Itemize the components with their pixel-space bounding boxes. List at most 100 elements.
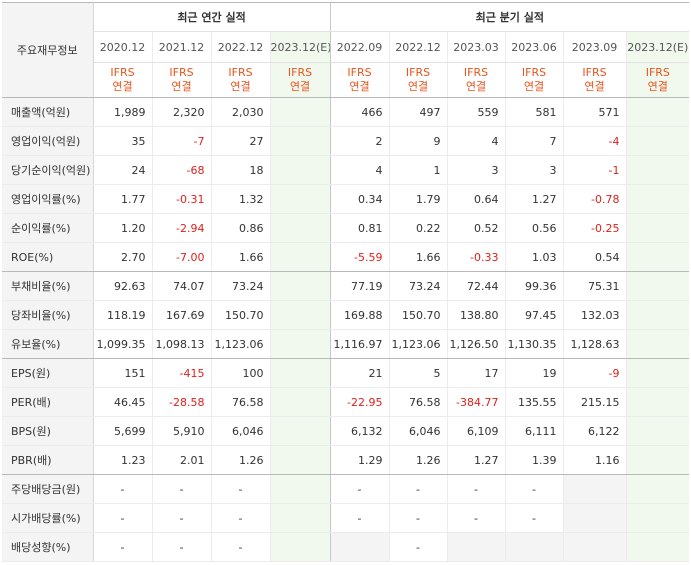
table-row: 부채비율(%) 92.63 74.07 73.24 77.19 73.24 72.44 99.… — [2, 271, 690, 301]
accounting-basis-cell: IFRS 연결 — [625, 62, 690, 98]
table-cell: 6,111 — [504, 416, 564, 446]
table-cell: - — [388, 503, 448, 533]
table-cell: 138.80 — [446, 300, 506, 330]
period-header: 2020.12 — [93, 31, 152, 63]
table-cell: -2.94 — [151, 213, 211, 243]
table-cell — [269, 416, 331, 446]
table-cell: 99.36 — [504, 271, 564, 301]
table-cell — [625, 184, 690, 214]
period-header-estimate: 2023.12(E) — [269, 31, 331, 63]
table-cell — [269, 358, 331, 388]
table-cell — [269, 503, 331, 533]
table-cell: 2 — [329, 126, 390, 156]
table-row: 당좌비율(%) 118.19 167.69 150.70 169.88 150.70 138… — [2, 300, 690, 330]
table-cell: 1.26 — [388, 445, 448, 475]
table-cell — [562, 503, 627, 533]
table-cell: 27 — [210, 126, 270, 156]
table-cell: 1.39 — [504, 445, 564, 475]
table-cell: 18 — [210, 155, 270, 185]
period-header: 2023.06 — [504, 31, 564, 63]
table-cell: 0.34 — [329, 184, 390, 214]
table-cell — [625, 155, 690, 185]
table-cell: 169.88 — [329, 300, 390, 330]
table-cell: 1,130.35 — [504, 329, 564, 359]
basis-consolidated-label: 연결 — [112, 80, 133, 93]
table-cell: 1.66 — [210, 242, 270, 272]
table-cell: 466 — [329, 97, 390, 127]
table-cell — [446, 532, 506, 562]
basis-ifrs-label: IFRS — [110, 66, 135, 79]
basis-consolidated-label: 연결 — [289, 80, 311, 93]
table-cell — [269, 97, 331, 127]
table-cell — [625, 242, 690, 272]
table-cell: 1.79 — [388, 184, 448, 214]
table-cell: 100 — [210, 358, 270, 388]
table-cell — [329, 532, 390, 562]
basis-consolidated-label: 연결 — [407, 80, 429, 93]
table-cell: - — [93, 474, 152, 504]
table-cell: -0.78 — [562, 184, 627, 214]
table-cell: 1,989 — [93, 97, 152, 127]
row-label: 영업이익률(%) — [2, 184, 94, 214]
table-cell: - — [504, 503, 564, 533]
table-cell: 24 — [93, 155, 152, 185]
table-cell: -5.59 — [329, 242, 390, 272]
table-cell: - — [329, 503, 390, 533]
table-cell: - — [151, 532, 211, 562]
table-cell: 5,699 — [93, 416, 152, 446]
table-row: 배당성향(%) - - - - — [2, 532, 690, 562]
table-cell: - — [504, 474, 564, 504]
table-cell: 77.19 — [329, 271, 390, 301]
table-cell: -22.95 — [329, 387, 390, 417]
annual-results-title: 최근 연간 실적 — [93, 2, 331, 32]
table-cell: -68 — [151, 155, 211, 185]
table-cell: 0.54 — [562, 242, 627, 272]
table-cell: 0.56 — [504, 213, 564, 243]
period-header: 2022.12 — [388, 31, 448, 63]
basis-ifrs-label: IFRS — [347, 66, 372, 79]
table-cell: 150.70 — [210, 300, 270, 330]
table-cell: - — [151, 474, 211, 504]
basis-consolidated-label: 연결 — [171, 80, 192, 93]
table-row: 시가배당률(%) - - - - - - - — [2, 503, 690, 533]
basis-ifrs-label: IFRS — [287, 66, 313, 79]
accounting-basis-cell: IFRS 연결 — [446, 62, 506, 98]
table-cell: 35 — [93, 126, 152, 156]
basis-consolidated-label: 연결 — [465, 80, 487, 93]
table-cell: 167.69 — [151, 300, 211, 330]
row-label: PBR(배) — [2, 445, 94, 475]
table-cell — [625, 329, 690, 359]
table-cell: 2.70 — [93, 242, 152, 272]
accounting-basis-cell: IFRS 연결 — [210, 62, 270, 98]
table-cell: - — [93, 503, 152, 533]
table-cell: 1.66 — [388, 242, 448, 272]
table-row: 당기순이익(억원) 24 -68 18 4 1 3 3 -1 — [2, 155, 690, 185]
table-cell — [269, 184, 331, 214]
table-cell — [269, 387, 331, 417]
table-cell: 497 — [388, 97, 448, 127]
table-cell — [269, 155, 331, 185]
basis-consolidated-label: 연결 — [523, 80, 545, 93]
table-cell: - — [446, 474, 506, 504]
table-cell: 1,116.97 — [329, 329, 390, 359]
table-row: 영업이익률(%) 1.77 -0.31 1.32 0.34 1.79 0.64 1.27 -0.… — [2, 184, 690, 214]
basis-consolidated-label: 연결 — [647, 80, 668, 93]
table-cell: 1,123.06 — [210, 329, 270, 359]
table-cell: 92.63 — [93, 271, 152, 301]
row-label: 유보율(%) — [2, 329, 94, 359]
basis-ifrs-label: IFRS — [463, 66, 489, 79]
table-cell: 1.29 — [329, 445, 390, 475]
table-cell: 0.86 — [210, 213, 270, 243]
table-cell: 0.81 — [329, 213, 390, 243]
table-cell: 2.01 — [151, 445, 211, 475]
table-row: 주당배당금(원) - - - - - - - — [2, 474, 690, 504]
table-cell: 1.23 — [93, 445, 152, 475]
table-cell — [625, 416, 690, 446]
table-row: 매출액(억원) 1,989 2,320 2,030 466 497 559 581 571 — [2, 97, 690, 127]
basis-consolidated-label: 연결 — [230, 80, 251, 93]
basis-ifrs-label: IFRS — [228, 66, 253, 79]
row-label: 시가배당률(%) — [2, 503, 94, 533]
table-cell — [625, 126, 690, 156]
table-cell: 5 — [388, 358, 448, 388]
